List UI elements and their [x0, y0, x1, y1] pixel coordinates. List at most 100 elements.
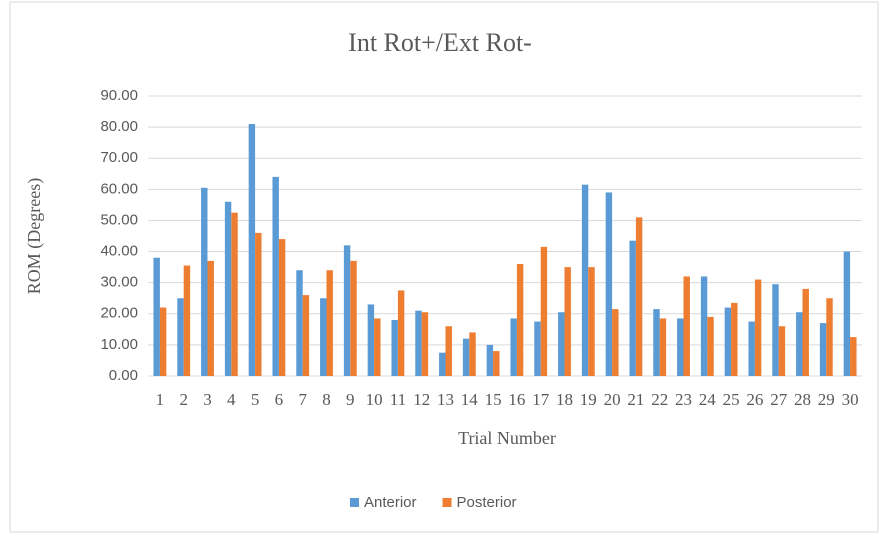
y-tick-label: 10.00 [100, 336, 138, 353]
bar [296, 270, 303, 376]
bar [534, 321, 541, 376]
y-tick-label: 60.00 [100, 180, 138, 197]
bar [391, 320, 398, 376]
x-tick-label: 17 [532, 390, 550, 409]
x-tick-label: 28 [794, 390, 811, 409]
bar [707, 316, 714, 376]
bar [564, 267, 571, 376]
y-tick-label: 0.00 [109, 367, 138, 384]
bar [367, 304, 375, 376]
x-tick-label: 15 [485, 390, 502, 409]
x-axis-label: Trial Number [458, 428, 556, 448]
bar [778, 326, 786, 376]
bar [302, 295, 310, 376]
x-tick-label: 1 [156, 390, 165, 409]
bar [629, 240, 636, 376]
bar [510, 318, 517, 376]
bar [445, 326, 452, 376]
legend-swatch [350, 498, 359, 507]
bar [826, 298, 833, 376]
bar [850, 337, 857, 376]
bar [588, 267, 595, 376]
bar [350, 260, 357, 376]
bar [415, 310, 422, 376]
bar [421, 312, 429, 376]
bar [397, 290, 405, 376]
x-tick-label: 29 [818, 390, 835, 409]
x-tick-label: 26 [746, 390, 763, 409]
bar [843, 251, 851, 376]
bar [493, 351, 500, 376]
bar [653, 309, 660, 376]
legend-label: Posterior [457, 494, 517, 511]
x-tick-label: 21 [627, 390, 644, 409]
bar [819, 323, 827, 376]
x-tick-label: 16 [508, 390, 525, 409]
x-tick-label: 30 [842, 390, 859, 409]
x-tick-label: 2 [179, 390, 188, 409]
bar [248, 124, 256, 376]
y-tick-label: 50.00 [100, 211, 138, 228]
bar [659, 318, 667, 376]
chart-border [9, 1, 879, 533]
x-tick-label: 7 [298, 390, 307, 409]
bar [320, 298, 327, 376]
y-tick-label: 20.00 [100, 305, 138, 322]
x-tick-label: 24 [699, 390, 717, 409]
bar [326, 270, 333, 376]
bar [754, 279, 762, 376]
bar [581, 184, 589, 376]
bar [153, 257, 160, 376]
bar [469, 332, 476, 376]
bar [796, 312, 803, 376]
y-tick-label: 90.00 [100, 87, 138, 104]
y-tick-label: 40.00 [100, 243, 138, 260]
bar [772, 284, 779, 376]
x-tick-label: 22 [651, 390, 668, 409]
bar [677, 318, 684, 376]
bar [462, 338, 470, 376]
x-tick-label: 27 [770, 390, 788, 409]
bar [558, 312, 565, 376]
bar [201, 187, 208, 376]
bar [516, 264, 524, 376]
x-tick-label: 14 [461, 390, 479, 409]
bar [272, 176, 279, 376]
bar [731, 302, 738, 376]
y-tick-label: 70.00 [100, 149, 138, 166]
x-tick-label: 10 [366, 390, 383, 409]
chart-title: Int Rot+/Ext Rot- [348, 28, 532, 57]
bar [183, 265, 191, 376]
x-tick-label: 4 [227, 390, 236, 409]
x-tick-label: 25 [723, 390, 740, 409]
bar [255, 232, 262, 376]
bar [724, 307, 732, 376]
legend-swatch [442, 498, 452, 507]
y-tick-label: 80.00 [100, 118, 138, 135]
x-tick-label: 12 [413, 390, 430, 409]
bar [683, 276, 690, 376]
legend-label: Anterior [364, 494, 417, 511]
bar [486, 344, 494, 376]
x-tick-label: 3 [203, 390, 212, 409]
bar [540, 246, 548, 376]
x-tick-label: 5 [251, 390, 260, 409]
bar [374, 318, 381, 376]
x-tick-label: 20 [604, 390, 621, 409]
bar [231, 212, 238, 376]
bar [802, 288, 809, 376]
x-tick-label: 23 [675, 390, 692, 409]
bar [700, 276, 708, 376]
bar [159, 307, 167, 376]
bar [343, 245, 351, 376]
bar [177, 298, 184, 376]
bar [635, 217, 643, 376]
x-tick-label: 8 [322, 390, 331, 409]
bar [605, 192, 613, 376]
x-tick-label: 13 [437, 390, 454, 409]
bar [439, 352, 446, 376]
x-tick-label: 19 [580, 390, 597, 409]
y-tick-label: 30.00 [100, 274, 138, 291]
